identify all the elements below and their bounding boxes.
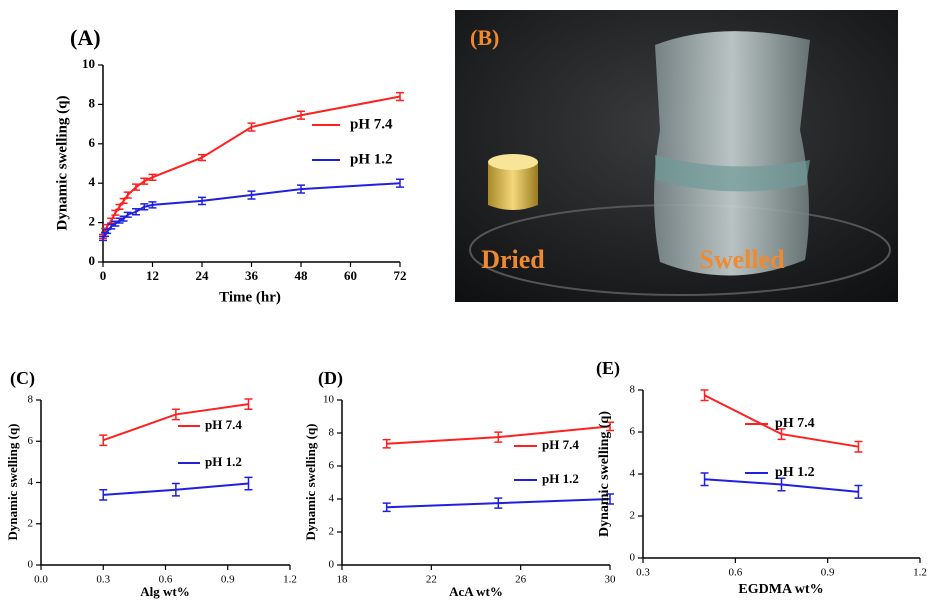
- y-axis-label: Dynamic swelling (q): [303, 424, 318, 541]
- x-tick-label: 48: [295, 268, 309, 283]
- y-tick-label: 4: [630, 468, 636, 480]
- x-tick-label: 0.3: [96, 574, 110, 586]
- y-tick-label: 2: [630, 510, 636, 522]
- y-tick-label: 6: [89, 135, 96, 150]
- y-tick-label: 6: [630, 426, 636, 438]
- photo: (B) Dried Swelled: [455, 10, 898, 302]
- x-tick-label: 24: [196, 268, 210, 283]
- x-tick-label: 1.2: [283, 574, 297, 586]
- photo-caption: Dried: [481, 245, 545, 274]
- x-axis-label: EGDMA wt%: [738, 582, 823, 597]
- legend-label: pH 1.2: [205, 454, 242, 469]
- x-axis-label: Time (hr): [219, 289, 281, 305]
- x-tick-label: 60: [344, 268, 357, 283]
- error-bar: [120, 199, 128, 204]
- figure: (B) Dried Swelled (A) Time (hr) Dynamic sw…: [0, 0, 935, 602]
- y-tick-label: 8: [630, 384, 636, 396]
- y-axis-label: Dynamic swelling (q): [54, 95, 70, 230]
- y-tick-label: 0: [630, 552, 636, 564]
- legend-label: pH 7.4: [350, 116, 393, 132]
- x-tick-label: 72: [394, 268, 407, 283]
- y-tick-label: 2: [28, 517, 34, 529]
- y-tick-label: 6: [28, 435, 34, 447]
- y-tick-label: 0: [89, 253, 96, 268]
- x-tick-label: 26: [515, 574, 527, 586]
- x-axis-label: AcA wt%: [449, 584, 503, 599]
- y-tick-label: 4: [89, 174, 96, 189]
- error-bar: [111, 210, 119, 215]
- x-tick-label: 22: [426, 574, 437, 586]
- legend-label: pH 1.2: [775, 465, 815, 480]
- y-tick-label: 2: [329, 526, 335, 538]
- x-tick-label: 12: [146, 268, 159, 283]
- y-tick-label: 8: [329, 427, 335, 439]
- chart-title: (C): [10, 368, 35, 389]
- swelled-gel: [654, 31, 810, 275]
- y-tick-label: 0: [329, 559, 335, 571]
- y-tick-label: 10: [82, 56, 95, 71]
- legend-label: pH 1.2: [350, 151, 393, 167]
- error-bar: [701, 390, 709, 401]
- x-tick-label: 0.0: [34, 574, 48, 586]
- x-tick-label: 0.9: [221, 574, 235, 586]
- y-axis-label: Dynamic swelling (q): [597, 411, 612, 537]
- x-tick-label: 0: [100, 268, 107, 283]
- error-bar: [116, 204, 124, 209]
- y-tick-label: 8: [28, 394, 34, 406]
- y-axis-label: Dynamic swelling (q): [5, 424, 20, 541]
- x-tick-label: 0.6: [159, 574, 173, 586]
- legend-label: pH 1.2: [542, 471, 579, 486]
- x-tick-label: 0.6: [728, 567, 742, 579]
- legend-label: pH 7.4: [205, 417, 242, 432]
- y-tick-label: 6: [329, 460, 335, 472]
- chart-title: (E): [596, 358, 620, 379]
- x-tick-label: 0.9: [821, 567, 835, 579]
- photo-label: (B): [470, 25, 499, 50]
- y-tick-label: 4: [28, 476, 34, 488]
- chart-title: (A): [70, 25, 101, 50]
- legend-label: pH 7.4: [542, 437, 579, 452]
- dried-gel-top: [488, 154, 538, 170]
- y-tick-label: 10: [323, 394, 335, 406]
- chart-title: (D): [318, 368, 343, 389]
- y-tick-label: 0: [28, 559, 34, 571]
- photo-caption: Swelled: [699, 245, 785, 274]
- x-tick-label: 1.2: [913, 567, 927, 579]
- x-tick-label: 18: [337, 574, 349, 586]
- y-tick-label: 8: [89, 95, 96, 110]
- x-axis-label: Alg wt%: [140, 584, 189, 599]
- y-tick-label: 2: [89, 214, 96, 229]
- x-tick-label: 36: [245, 268, 259, 283]
- x-tick-label: 30: [605, 574, 617, 586]
- y-tick-label: 4: [329, 493, 335, 505]
- x-tick-label: 0.3: [636, 567, 650, 579]
- legend-label: pH 7.4: [775, 416, 815, 431]
